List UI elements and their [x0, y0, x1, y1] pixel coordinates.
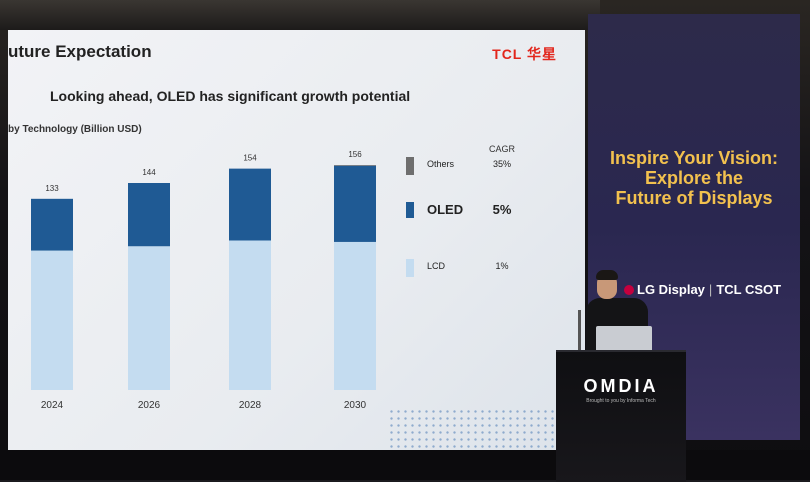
bar-total-label-2030: 156 [348, 150, 362, 159]
bar-total-label-2024: 133 [45, 184, 59, 193]
bar-total-label-2026: 144 [142, 168, 156, 177]
tcl-logo: TCL 华星 [492, 46, 557, 62]
bar-total-label-2028: 154 [243, 154, 257, 163]
ceiling [0, 0, 600, 30]
speaker-hair [596, 270, 618, 280]
laptop [596, 326, 652, 352]
bar-oled-2024 [31, 198, 73, 251]
bar-lcd-2030 [334, 241, 376, 390]
slide-subtitle: Looking ahead, OLED has significant grow… [50, 88, 411, 104]
bar-oled-2028 [229, 168, 271, 241]
legend-header-cagr: CAGR [489, 144, 516, 154]
legend-cagr-others: 35% [493, 159, 511, 169]
bar-lcd-2028 [229, 240, 271, 390]
microphone-stand [578, 310, 581, 350]
legend-label-lcd: LCD [427, 261, 446, 271]
x-tick-2024: 2024 [41, 400, 64, 411]
bar-oled-2026 [128, 183, 170, 247]
podium: OMDIA Brought to you by Informa Tech [556, 350, 686, 482]
banner-line-3: Future of Displays [615, 188, 773, 208]
sponsor-row: LG Display | TCL CSOT [624, 282, 781, 297]
banner-line-1: Inspire Your Vision: [609, 148, 779, 168]
slide-title: uture Expectation [8, 42, 152, 61]
legend-swatch-lcd [406, 259, 414, 277]
legend-cagr-lcd: 1% [495, 261, 508, 271]
bar-oled-2030 [334, 165, 376, 242]
projection-screen: uture Expectation TCL 华星 Looking ahead, … [8, 30, 585, 450]
legend-label-oled: OLED [427, 202, 463, 217]
x-tick-2028: 2028 [239, 400, 262, 411]
lg-logo-icon [624, 285, 634, 295]
sponsor-tcl-csot: TCL CSOT [716, 282, 782, 297]
legend-swatch-others [406, 157, 414, 175]
podium-tagline: Brought to you by Informa Tech [586, 398, 656, 404]
x-tick-2026: 2026 [138, 400, 161, 411]
sponsor-divider: | [708, 282, 713, 297]
sponsor-lg-display: LG Display [637, 282, 705, 297]
bar-lcd-2026 [128, 246, 170, 390]
market-bar-chart: 133 2024 144 2026 154 2028 156 2030 CAGR Others 35… [31, 144, 516, 411]
legend-swatch-oled [406, 202, 414, 218]
banner-headline: Inspire Your Vision: Explore the Future … [594, 148, 794, 208]
chart-unit-label: by Technology (Billion USD) [8, 124, 142, 135]
stage-floor [0, 450, 810, 480]
banner-line-2: Explore the [644, 168, 744, 188]
legend-label-others: Others [427, 159, 455, 169]
omdia-logo: OMDIA [583, 376, 659, 396]
decorative-dot-pattern [388, 408, 585, 450]
bar-others-2030 [334, 165, 376, 166]
bar-lcd-2024 [31, 250, 73, 390]
legend-cagr-oled: 5% [493, 202, 512, 217]
x-tick-2030: 2030 [344, 400, 367, 411]
